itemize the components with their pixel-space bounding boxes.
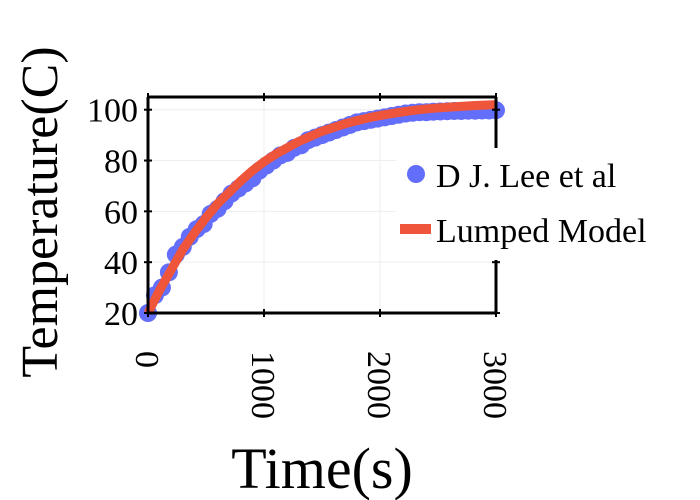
y-tick-label-0: 20 <box>104 296 138 333</box>
x-axis-title: Time(s) <box>231 436 413 500</box>
legend: D J. Lee et al Lumped Model <box>396 148 696 260</box>
legend-marker-series-1 <box>400 224 431 234</box>
legend-background <box>396 148 696 260</box>
series-layer <box>139 100 505 322</box>
x-tick-label-2: 2000 <box>360 351 397 419</box>
ticks: 0 1000 2000 3000 20 40 60 80 100 <box>87 93 513 419</box>
legend-label-series-1: Lumped Model <box>436 213 647 250</box>
y-tick-label-2: 60 <box>104 194 138 231</box>
x-tick-label-3: 3000 <box>476 351 513 419</box>
x-tick-label-0: 0 <box>128 351 165 368</box>
y-tick-label-1: 40 <box>104 245 138 282</box>
legend-marker-series-0 <box>407 165 425 183</box>
series-1-line <box>143 100 497 316</box>
y-axis-title: Temperature(C) <box>12 46 69 377</box>
legend-label-series-0: D J. Lee et al <box>436 158 616 195</box>
y-tick-label-3: 80 <box>104 144 138 181</box>
y-tick-label-4: 100 <box>87 93 138 130</box>
x-tick-label-1: 1000 <box>244 351 281 419</box>
axes <box>146 95 498 315</box>
